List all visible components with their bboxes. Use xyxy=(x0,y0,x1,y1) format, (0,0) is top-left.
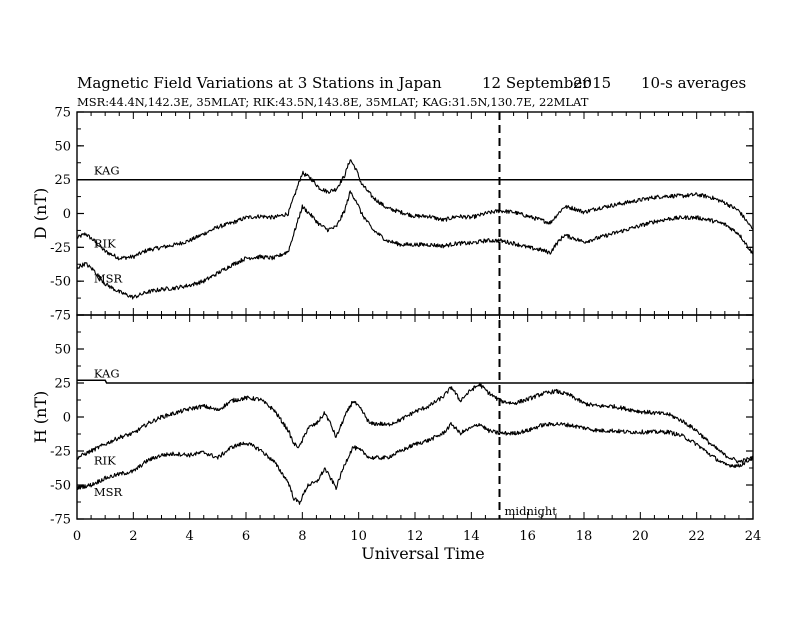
x-axis-label: Universal Time xyxy=(361,544,484,563)
y-tick-label-H: 0 xyxy=(63,411,71,426)
series-line-H-KAG xyxy=(77,378,754,384)
midnight-marker-label: midnight xyxy=(505,504,558,518)
x-tick-label: 14 xyxy=(463,529,480,544)
series-label-D-MSR: MSR xyxy=(94,272,123,286)
series-label-H-KAG: KAG xyxy=(94,367,120,381)
y-tick-label-H: 50 xyxy=(54,343,71,358)
y-tick-label-D: 25 xyxy=(54,173,71,188)
y-tick-label-D: 0 xyxy=(63,207,71,222)
x-tick-label: 2 xyxy=(129,529,137,544)
x-tick-label: 22 xyxy=(688,529,705,544)
y-tick-label-H: 25 xyxy=(54,377,71,392)
chart-year: 2015 xyxy=(573,74,611,92)
x-tick-label: 24 xyxy=(745,529,762,544)
series-line-H-MSR xyxy=(76,421,754,505)
x-tick-label: 6 xyxy=(242,529,250,544)
x-tick-label: 4 xyxy=(186,529,194,544)
y-tick-label-H: -25 xyxy=(50,445,71,460)
series-label-D-KAG: KAG xyxy=(94,163,120,177)
x-tick-label: 12 xyxy=(407,529,424,544)
y-tick-label-D: -75 xyxy=(50,309,71,324)
y-axis-label-D: D (nT) xyxy=(31,188,50,239)
x-tick-label: 20 xyxy=(632,529,649,544)
y-tick-label-H: -75 xyxy=(50,513,71,528)
series-line-D-RIK xyxy=(76,159,754,261)
chart-marks: 75 50 25 0 -25 -50 -75 D (nT) KAG RIK MSR 50 25 0 -25 -… xyxy=(31,106,761,545)
series-label-D-RIK: RIK xyxy=(94,236,116,250)
y-tick-label-D: 50 xyxy=(54,139,71,154)
series-line-H-RIK xyxy=(76,382,754,464)
y-tick-label-D: 75 xyxy=(54,106,71,121)
chart-date: 12 September xyxy=(482,74,590,92)
series-label-H-MSR: MSR xyxy=(94,485,123,499)
y-tick-label-D: -50 xyxy=(50,275,71,290)
y-tick-label-H: -50 xyxy=(50,479,71,494)
series-label-H-RIK: RIK xyxy=(94,454,116,468)
x-tick-label: 10 xyxy=(350,529,367,544)
x-tick-label: 8 xyxy=(298,529,306,544)
y-axis-label-H: H (nT) xyxy=(31,391,50,444)
chart-stations-line: MSR:44.4N,142.3E, 35MLAT; RIK:43.5N,143.… xyxy=(77,95,589,109)
series-line-D-MSR xyxy=(76,190,754,300)
y-tick-label-D: -25 xyxy=(50,241,71,256)
x-tick-label: 0 xyxy=(73,529,81,544)
chart-averaging: 10-s averages xyxy=(641,74,746,92)
chart-title: Magnetic Field Variations at 3 Stations … xyxy=(77,74,442,92)
x-tick-label: 18 xyxy=(576,529,593,544)
x-tick-label: 16 xyxy=(519,529,536,544)
